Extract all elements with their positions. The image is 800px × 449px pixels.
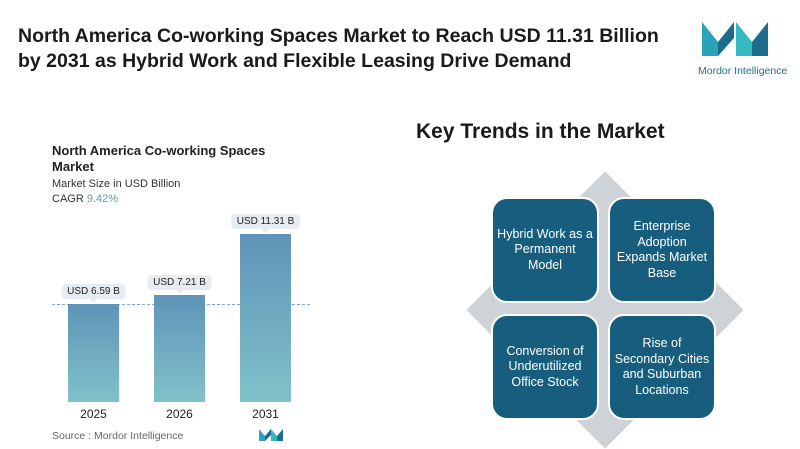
bar [68,304,119,402]
trend-box: Rise of Secondary Cities and Suburban Lo… [608,314,716,420]
trends-title: Key Trends in the Market [416,120,665,143]
x-tick-label: 2026 [166,407,193,421]
bar [154,294,205,402]
cagr-value: 9.42% [86,193,119,205]
data-label: USD 6.59 B [61,284,126,304]
chart-title: North America Co-working Spaces Market [52,143,266,174]
small-logo-icon [259,429,283,441]
bar [240,234,291,402]
x-tick-label: 2025 [80,407,107,421]
source-note: Source : Mordor Intelligence [52,430,184,442]
logo-text: Mordor Intelligence [698,65,788,77]
cagr-label: CAGR [52,193,84,205]
cagr: CAGR 9.42% [52,193,118,205]
x-tick-label: 2031 [252,407,279,421]
mordor-logo-icon [702,22,768,56]
trend-box: Enterprise Adoption Expands Market Base [608,197,716,303]
logo: Mordor Intelligence [698,18,788,77]
data-label: USD 7.21 B [147,274,212,294]
trend-box: Hybrid Work as a Permanent Model [491,197,599,303]
trend-box: Conversion of Underutilized Office Stock [491,314,599,420]
page-title: North America Co-working Spaces Market t… [18,25,659,72]
chart-subtitle: Market Size in USD Billion [52,178,181,190]
data-label: USD 11.31 B [230,214,301,234]
